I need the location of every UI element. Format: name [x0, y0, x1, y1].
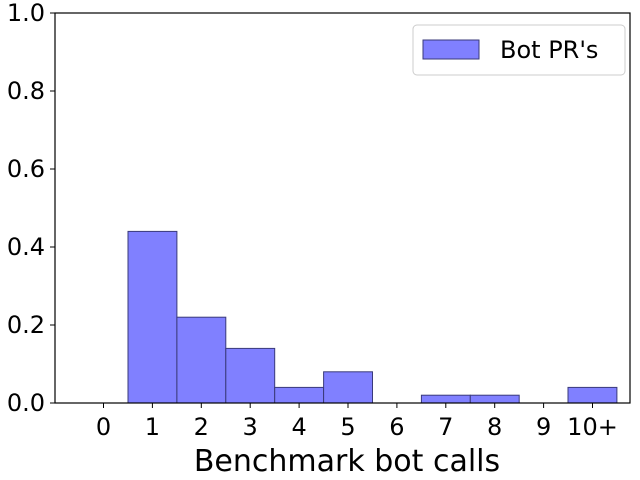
x-tick-label: 10+ — [567, 413, 618, 441]
plot-frame — [54, 12, 631, 404]
x-tick-label: 7 — [438, 413, 453, 441]
legend-swatch — [422, 39, 480, 60]
bar-4 — [274, 386, 325, 404]
bar-1 — [127, 230, 178, 404]
x-tick-label: 5 — [340, 413, 355, 441]
x-tick-label: 9 — [536, 413, 551, 441]
y-tick-label: 0.0 — [7, 389, 45, 417]
y-axis: 0.0 0.2 0.4 0.6 0.8 1.0 — [7, 0, 55, 417]
bar-8 — [469, 394, 520, 404]
x-tick-label: 1 — [145, 413, 160, 441]
x-tick-label: 3 — [243, 413, 258, 441]
bars-group — [127, 230, 618, 404]
bar-5 — [323, 371, 374, 404]
y-tick-label: 0.4 — [7, 233, 45, 261]
legend: Bot PR's — [412, 24, 626, 76]
bar-7 — [420, 394, 471, 404]
y-tick-label: 0.8 — [7, 77, 45, 105]
x-axis: 0 1 2 3 4 5 6 7 8 9 10+ — [96, 403, 618, 441]
bar-2 — [176, 316, 227, 404]
y-tick-label: 0.2 — [7, 311, 45, 339]
x-tick-label: 2 — [194, 413, 209, 441]
x-tick-label: 6 — [389, 413, 404, 441]
y-tick-label: 0.6 — [7, 155, 45, 183]
legend-box — [412, 24, 626, 76]
x-tick-label: 8 — [487, 413, 502, 441]
bar-10 — [567, 386, 618, 404]
bar-3 — [225, 347, 276, 404]
x-tick-label: 4 — [291, 413, 306, 441]
x-tick-label: 0 — [96, 413, 111, 441]
y-tick-label: 1.0 — [7, 0, 45, 27]
x-axis-title: Benchmark bot calls — [194, 444, 500, 479]
legend-label: Bot PR's — [500, 36, 598, 64]
